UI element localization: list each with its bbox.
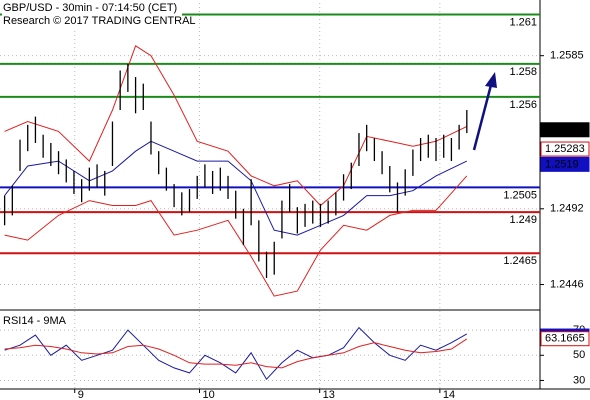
panel-title: RSI14 - 9MA: [3, 315, 67, 327]
bollinger-upper: [4, 45, 468, 207]
rsi-line: [4, 338, 468, 369]
level-label: 1.2505: [503, 189, 537, 201]
price-tag-box: [540, 156, 590, 172]
forecast-arrow: [472, 84, 493, 151]
x-tick-label: 9: [78, 389, 84, 400]
level-label: 1.258: [509, 66, 537, 78]
level-label: 1.2465: [503, 255, 537, 267]
plot: 1.2585 1.2492 1.2446 9 10 13 14 1.261 1.258 1.256…: [0, 3, 590, 400]
bollinger-lower: [4, 175, 468, 297]
price-tag-box: [540, 141, 590, 157]
price-tag-label: 1.2519: [545, 158, 579, 170]
price-tag-label: 1.25283: [545, 143, 585, 155]
header-bg: [2, 1, 182, 29]
x-tick-label: 10: [203, 389, 215, 400]
arrow-head: [485, 72, 497, 88]
header-title: GBP/USD - 30min - 07:14:50 (CET): [3, 2, 177, 14]
price-tag-label: 1.254: [545, 124, 573, 136]
y-tick-label: 50: [573, 349, 585, 361]
price-tag-label: 63.1665: [545, 333, 585, 345]
y-tick-label: 1.2492: [550, 203, 584, 215]
level-label: 1.256: [509, 99, 537, 111]
x-tick-label: 13: [323, 389, 335, 400]
y-tick-label: 30: [573, 374, 585, 386]
y-tick-label: 1.2446: [550, 278, 584, 290]
rsi-line: [4, 326, 468, 381]
y-tick-label: 1.2585: [550, 50, 584, 62]
level-label: 1.261: [509, 16, 537, 28]
level-label: 1.249: [509, 214, 537, 226]
moving-average: [4, 140, 468, 236]
price-tag-box: [540, 122, 590, 138]
x-tick-label: 14: [443, 389, 455, 400]
header-subtitle: Research © 2017 TRADING CENTRAL: [3, 15, 196, 27]
price-tag-box: [540, 331, 590, 347]
